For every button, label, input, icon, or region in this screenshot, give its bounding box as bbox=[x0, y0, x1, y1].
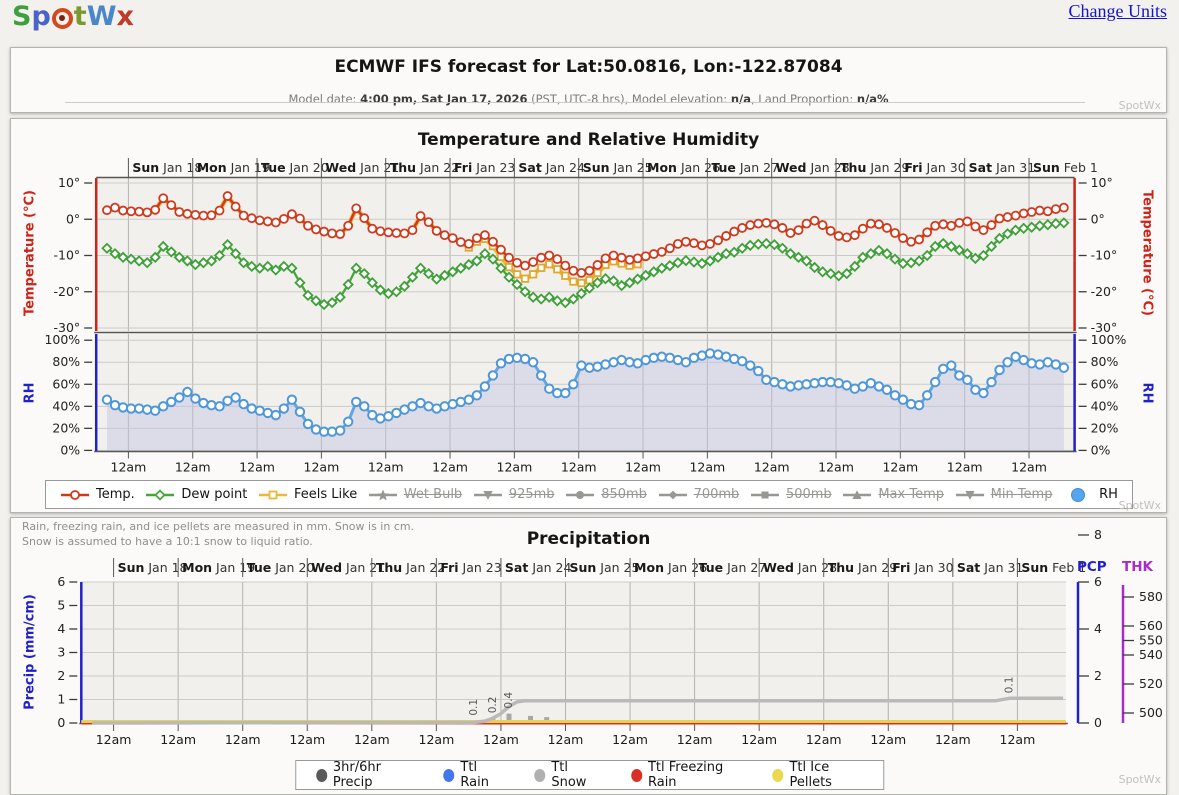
legend-item-label: Min Temp bbox=[990, 487, 1053, 502]
model-info-segment: n/a% bbox=[856, 92, 889, 106]
diamond-filled-marker-icon bbox=[658, 490, 687, 499]
legend-item-ttl-ice-pellets[interactable]: Ttl Ice Pellets bbox=[772, 760, 863, 790]
legend-item-dew-point[interactable]: Dew point bbox=[145, 487, 247, 502]
precip-legend: 3hr/6hr Precip Ttl Rain Ttl Snow Ttl Freezi… bbox=[294, 760, 885, 790]
square-filled-marker-icon bbox=[750, 491, 779, 498]
legend-item-label: Wet Bulb bbox=[403, 487, 463, 502]
legend-item-label: Ttl Snow bbox=[551, 760, 587, 790]
triangle-down-marker-icon bbox=[955, 490, 984, 500]
model-info-segment: , Land Proportion: bbox=[751, 92, 857, 106]
legend-item-label: 925mb bbox=[508, 487, 555, 502]
model-info-segment: 4:00 pm, Sat Jan 17, 2026 bbox=[360, 92, 528, 106]
legend-item-rh[interactable]: RH bbox=[1063, 487, 1118, 502]
legend-item-ttl-freezing-rain[interactable]: Ttl Freezing Rain bbox=[630, 760, 741, 790]
target-icon bbox=[51, 7, 73, 29]
logo-letter: x bbox=[116, 1, 134, 32]
header-divider bbox=[65, 102, 1085, 103]
precip-chart-title: Precipitation bbox=[526, 529, 651, 549]
change-units-link[interactable]: Change Units bbox=[1068, 1, 1168, 21]
pcp-axis-label: PCP bbox=[1077, 559, 1107, 575]
precip-note-units: Rain, freezing rain, and ice pellets are… bbox=[22, 520, 415, 533]
legend-item-label: RH bbox=[1099, 487, 1118, 502]
triangle-up-marker-icon bbox=[843, 489, 872, 499]
legend-item-ttl-snow[interactable]: Ttl Snow bbox=[534, 760, 599, 790]
logo-letter: W bbox=[86, 1, 117, 32]
thk-axis-label: THK bbox=[1122, 559, 1153, 575]
temp-rh-chart-panel bbox=[10, 118, 1167, 513]
legend-item-feels-like[interactable]: Feels Like bbox=[258, 487, 357, 502]
legend-item-max-temp[interactable]: Max Temp bbox=[842, 487, 944, 502]
legend-item-label: 3hr/6hr Precip bbox=[332, 760, 381, 790]
legend-item-3hr-6hr-precip[interactable]: 3hr/6hr Precip bbox=[315, 760, 412, 790]
model-info-segment: (PST, UTC-8 hrs), Model elevation: bbox=[527, 92, 731, 106]
spotwx-watermark: SpotWx bbox=[1118, 499, 1161, 512]
diamond-marker-icon bbox=[146, 488, 175, 501]
legend-item-700mb[interactable]: 700mb bbox=[658, 487, 740, 502]
spotwx-watermark: SpotWx bbox=[1118, 99, 1161, 112]
temp-axis-label-right: Temperature (°C) bbox=[1139, 190, 1155, 316]
precip-note-ratio: Snow is assumed to have a 10:1 snow to l… bbox=[22, 535, 313, 548]
triangle-down-marker-icon bbox=[473, 490, 502, 500]
circle-marker-icon bbox=[61, 489, 89, 500]
model-info-segment: n/a bbox=[730, 92, 751, 106]
legend-item-label: 700mb bbox=[693, 487, 740, 502]
legend-item-925mb[interactable]: 925mb bbox=[473, 487, 555, 502]
legend-item-label: 500mb bbox=[785, 487, 832, 502]
dot-marker-icon bbox=[1071, 487, 1086, 502]
legend-item-label: Temp. bbox=[96, 487, 135, 502]
temp-rh-chart-title: Temperature and Relative Humidity bbox=[417, 130, 760, 150]
logo-letter: p bbox=[31, 1, 51, 32]
legend-item-label: Max Temp bbox=[878, 487, 944, 502]
dot-marker-icon bbox=[534, 768, 546, 782]
dot-marker-icon bbox=[443, 768, 455, 782]
legend-item-500mb[interactable]: 500mb bbox=[750, 487, 832, 502]
temp-axis-label-left: Temperature (°C) bbox=[22, 190, 38, 316]
temp-rh-legend: Temp. Dew point Feels Like Wet Bulb 925mb 850… bbox=[45, 480, 1133, 509]
dot-marker-icon bbox=[315, 768, 327, 782]
precip-chart-panel bbox=[10, 517, 1167, 795]
spotwx-watermark: SpotWx bbox=[1118, 773, 1161, 786]
star-marker-icon bbox=[368, 489, 397, 500]
square-marker-icon bbox=[259, 490, 287, 499]
legend-item-temp[interactable]: Temp. bbox=[60, 487, 135, 502]
logo-letter: t bbox=[73, 1, 87, 32]
precip-axis-label: Precip (mm/cm) bbox=[22, 594, 38, 710]
legend-item-label: Ttl Freezing Rain bbox=[647, 760, 724, 790]
legend-item-850mb[interactable]: 850mb bbox=[565, 487, 647, 502]
model-info-line: Model date: 4:00 pm, Sat Jan 17, 2026 (P… bbox=[10, 92, 1167, 106]
dot-marker-icon bbox=[772, 768, 784, 782]
model-info-segment: Model date: bbox=[288, 92, 361, 106]
rh-axis-label-right: RH bbox=[1139, 382, 1155, 404]
legend-item-label: Dew point bbox=[181, 487, 248, 502]
rh-axis-label-left: RH bbox=[22, 382, 38, 404]
legend-item-ttl-rain[interactable]: Ttl Rain bbox=[443, 760, 502, 790]
circle-filled-marker-icon bbox=[566, 490, 595, 499]
legend-item-wet-bulb[interactable]: Wet Bulb bbox=[368, 487, 462, 502]
forecast-title: ECMWF IFS forecast for Lat:50.0816, Lon:… bbox=[334, 57, 843, 77]
logo-letter: S bbox=[12, 1, 32, 32]
dot-marker-icon bbox=[630, 768, 642, 782]
legend-item-label: Ttl Rain bbox=[460, 760, 489, 790]
legend-item-min-temp[interactable]: Min Temp bbox=[955, 487, 1053, 502]
legend-item-label: 850mb bbox=[601, 487, 647, 502]
legend-item-label: Feels Like bbox=[294, 487, 358, 502]
legend-item-label: Ttl Ice Pellets bbox=[789, 760, 832, 790]
